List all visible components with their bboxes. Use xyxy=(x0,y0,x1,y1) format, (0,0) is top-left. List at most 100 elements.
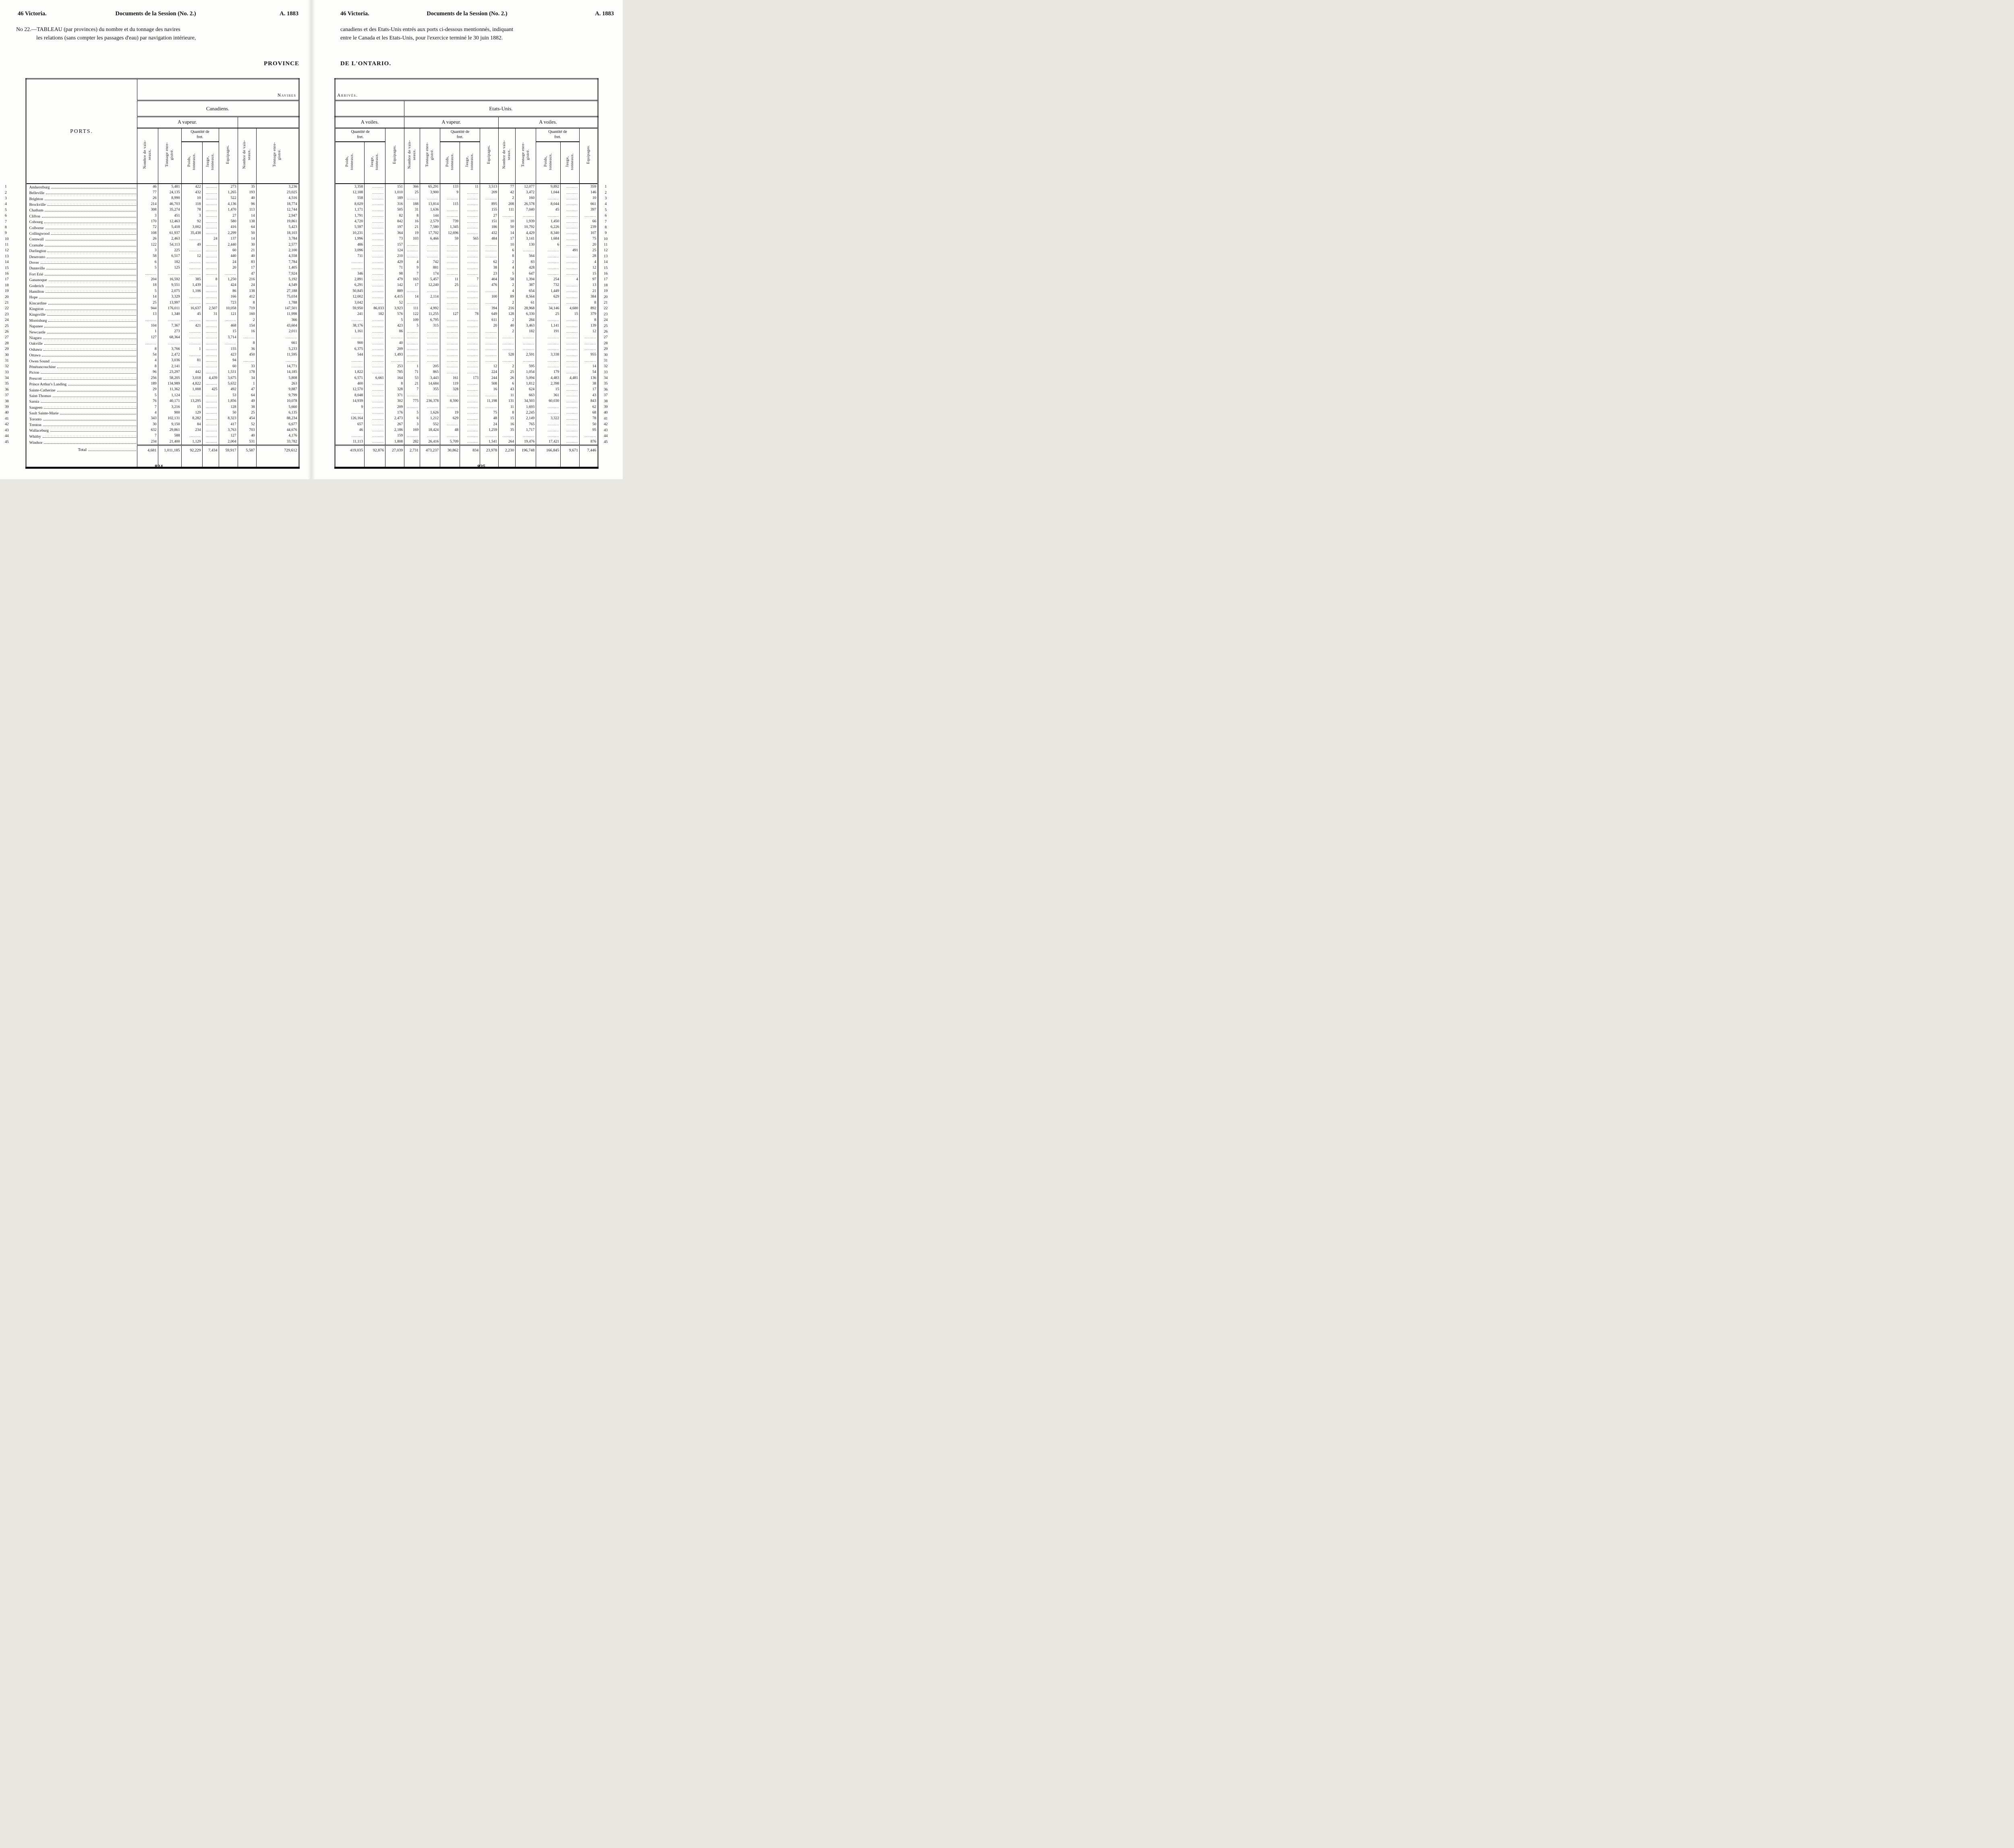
data-cell: 1,141 xyxy=(536,323,561,329)
port-cell: Hope xyxy=(25,294,137,300)
data-cell xyxy=(181,247,202,254)
data-cell: 7 xyxy=(460,276,480,283)
rotated-label: Nombre de vais-seaux. xyxy=(502,140,512,169)
data-cell: 191 xyxy=(536,329,561,335)
data-cell: 454 xyxy=(237,416,256,422)
data-cell: 6 xyxy=(536,242,561,248)
data-cell xyxy=(460,259,480,265)
data-cell xyxy=(460,207,480,213)
data-cell: 176,011 xyxy=(157,305,181,312)
total-cell: 7,446 xyxy=(579,445,599,469)
data-cell: 1,161 xyxy=(334,329,365,335)
data-cell xyxy=(364,369,385,375)
data-cell: 491 xyxy=(560,247,580,254)
row-number: 34 xyxy=(5,376,9,381)
leader-dots xyxy=(44,344,136,345)
data-cell: 2,114 xyxy=(420,294,440,300)
data-cell xyxy=(560,236,580,242)
port-cell: Belleville xyxy=(25,189,137,196)
data-cell xyxy=(202,218,219,225)
data-cell xyxy=(460,323,480,329)
data-cell: 428 xyxy=(515,265,536,271)
data-cell xyxy=(364,317,385,323)
data-cell xyxy=(536,421,561,427)
port-cell: Goderich xyxy=(25,282,137,288)
data-cell: 35 xyxy=(237,183,256,190)
data-cell: 4 xyxy=(137,410,158,416)
data-cell xyxy=(440,392,460,398)
data-cell: 661 xyxy=(256,340,300,346)
row-number: 20 xyxy=(5,294,9,299)
data-cell: 8 xyxy=(579,317,599,323)
data-cell: 2,463 xyxy=(157,236,181,242)
data-cell xyxy=(480,242,499,248)
data-cell: 4,483 xyxy=(536,375,561,381)
table-row: 3,042 52 261 8 21 xyxy=(334,300,614,306)
data-cell: 10,058 xyxy=(218,305,238,312)
data-cell: 77 xyxy=(137,189,158,196)
data-cell: 2,075 xyxy=(157,288,181,294)
data-cell: 400 xyxy=(334,381,365,387)
data-cell xyxy=(364,201,385,207)
data-cell xyxy=(404,195,420,201)
col-header-equipages: Equipages. xyxy=(218,128,238,184)
data-cell: 4 xyxy=(560,276,580,283)
data-cell: 82 xyxy=(385,213,404,219)
row-number: 19 xyxy=(603,289,608,294)
total-cell: 419,035 xyxy=(334,445,365,469)
data-cell xyxy=(440,294,460,300)
data-cell xyxy=(181,392,202,398)
row-number: 8 xyxy=(5,225,7,230)
table-row: 12,57032873553281643624151736 xyxy=(334,387,614,393)
row-number: 1 xyxy=(605,184,607,189)
data-cell: 241 xyxy=(334,311,365,317)
port-name: Oshawa xyxy=(29,347,42,352)
ships-table-left: PORTS. Navires Canadiens. A vapeur. Nomb… xyxy=(3,78,300,469)
data-cell: 27 xyxy=(480,213,499,219)
row-number: 37 xyxy=(5,393,9,398)
port-cell: Kingsville xyxy=(25,311,137,317)
data-cell: 484 xyxy=(480,236,499,242)
data-cell: 8,044 xyxy=(536,201,561,207)
data-cell: 366 xyxy=(404,183,420,190)
data-cell: 1,405 xyxy=(256,265,300,271)
data-cell: 595 xyxy=(515,363,536,369)
group-a-vapeur-eu: A vapeur. xyxy=(404,116,499,128)
data-cell xyxy=(218,317,238,323)
data-cell xyxy=(536,300,561,306)
data-cell: 75 xyxy=(579,236,599,242)
data-cell: 58 xyxy=(498,276,516,283)
data-cell xyxy=(420,404,440,410)
data-cell xyxy=(560,427,580,433)
data-cell: 1,129 xyxy=(181,439,202,445)
data-cell: 151 xyxy=(480,218,499,225)
data-cell xyxy=(560,410,580,416)
data-cell: 25 xyxy=(440,282,460,288)
data-cell xyxy=(536,271,561,277)
data-cell: 61 xyxy=(515,300,536,306)
data-cell xyxy=(560,334,580,341)
data-cell: 100 xyxy=(480,294,499,300)
caption-line-1: No 22.—TABLEAU (par provinces) du nombre… xyxy=(16,26,180,32)
data-cell: 423 xyxy=(385,323,404,329)
data-cell: 8,029 xyxy=(334,201,365,207)
table-row: 6,375 209 29 xyxy=(334,346,614,352)
data-cell: 46 xyxy=(334,427,365,433)
data-cell xyxy=(364,323,385,329)
data-cell: 40 xyxy=(237,433,256,439)
data-cell: 33,782 xyxy=(256,439,300,445)
data-cell: 1,259 xyxy=(480,427,499,433)
port-name: Cornwall xyxy=(29,237,44,242)
row-number: 44 xyxy=(603,433,608,438)
leader-dots xyxy=(47,315,136,316)
port-name: Whitby xyxy=(29,434,41,439)
data-cell xyxy=(536,427,561,433)
data-cell xyxy=(560,416,580,422)
data-cell xyxy=(536,340,561,346)
